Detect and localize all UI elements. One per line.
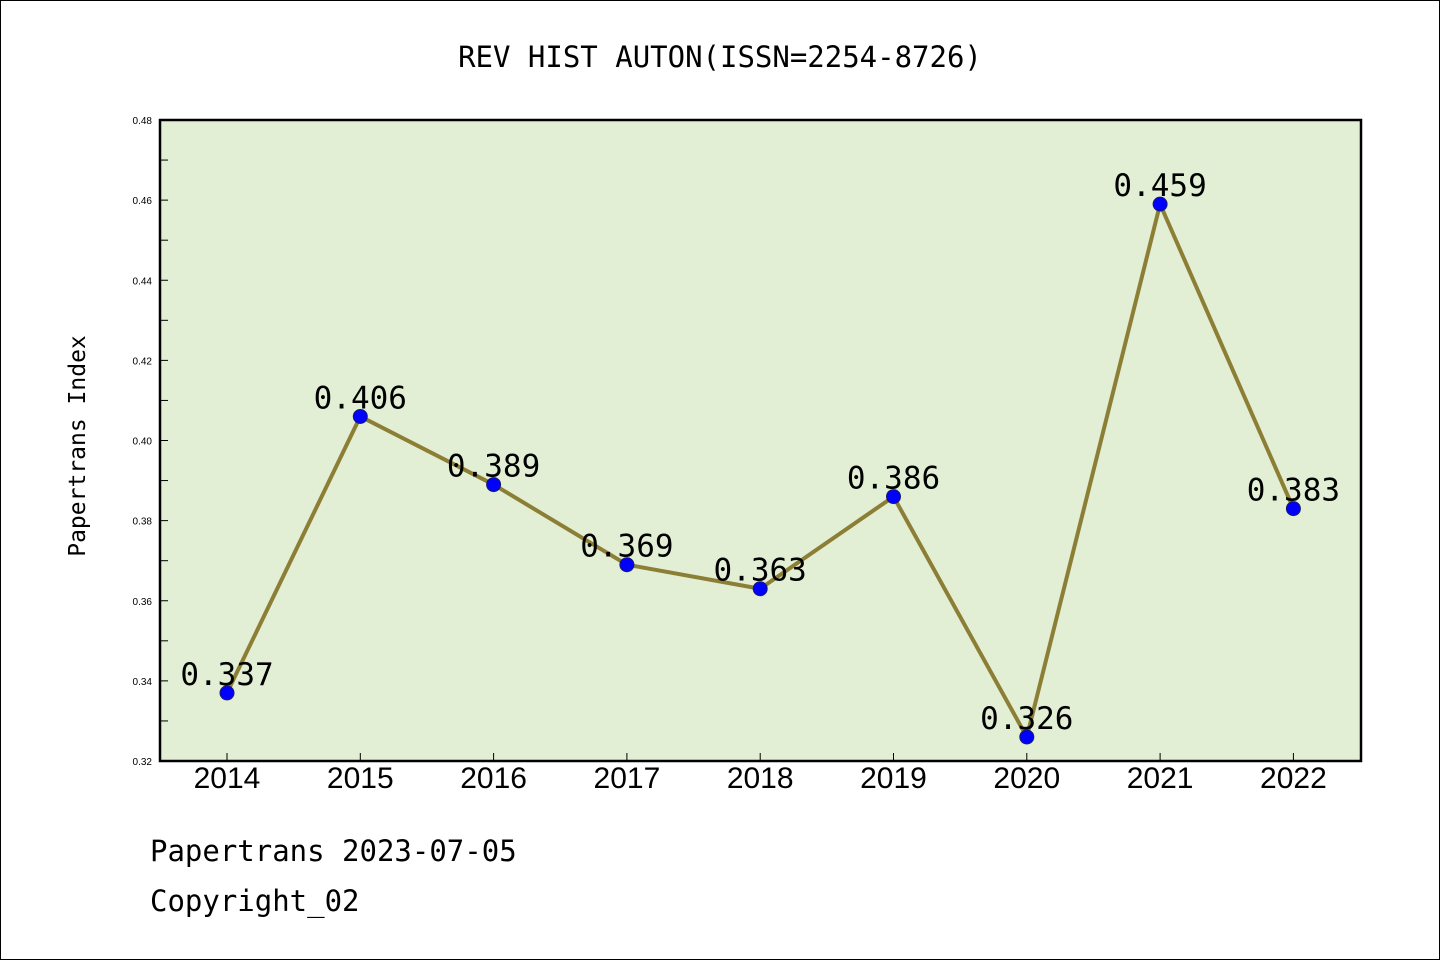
data-point xyxy=(1285,501,1301,517)
data-label: 0.406 xyxy=(314,380,407,416)
data-label: 0.459 xyxy=(1113,168,1206,204)
footer-copyright: Copyright_02 xyxy=(150,884,360,918)
y-axis-ticks: 0.32 0.34 0.36 0.38 0.40 0.42 0.44 0.46 0.48 xyxy=(133,116,168,768)
data-point xyxy=(752,581,768,597)
data-labels: 0.337 0.406 0.389 0.369 0.363 0.386 0.326 0.459… xyxy=(180,168,1340,737)
data-point xyxy=(486,477,502,493)
plot-area xyxy=(158,118,1363,763)
x-tick-label: 2021 xyxy=(1127,762,1194,795)
y-tick-label: 0.46 xyxy=(133,196,153,207)
data-point xyxy=(619,557,635,573)
x-tick-label: 2018 xyxy=(727,762,794,795)
x-tick-label: 2022 xyxy=(1260,762,1327,795)
footer-date: Papertrans 2023-07-05 xyxy=(150,834,517,868)
y-tick-label: 0.42 xyxy=(133,356,153,367)
chart-title: REV HIST AUTON(ISSN=2254-8726) xyxy=(458,40,982,74)
y-tick-label: 0.48 xyxy=(133,116,153,127)
data-point xyxy=(1019,729,1035,745)
y-tick-label: 0.34 xyxy=(133,677,153,688)
y-tick-label: 0.44 xyxy=(133,276,153,287)
x-tick-label: 2014 xyxy=(194,762,261,795)
y-tick-label: 0.40 xyxy=(133,437,153,448)
x-tick-label: 2019 xyxy=(860,762,927,795)
data-label: 0.337 xyxy=(180,657,273,693)
data-point xyxy=(219,685,235,701)
y-axis-label: Papertrans Index xyxy=(65,335,91,557)
data-point xyxy=(886,489,901,505)
data-label: 0.386 xyxy=(847,461,940,497)
x-axis-ticks: 2014 2015 2016 2017 2018 2019 2020 2021 2022 xyxy=(194,753,1327,795)
x-tick-label: 2016 xyxy=(460,762,527,795)
y-tick-label: 0.32 xyxy=(133,757,153,768)
y-tick-label: 0.36 xyxy=(133,597,153,608)
data-markers xyxy=(219,196,1301,745)
data-label: 0.326 xyxy=(980,701,1073,737)
data-point xyxy=(352,408,368,424)
x-tick-label: 2017 xyxy=(594,762,661,795)
data-label: 0.389 xyxy=(447,449,540,485)
data-label: 0.369 xyxy=(580,529,673,565)
y-tick-label: 0.38 xyxy=(133,517,153,528)
data-label: 0.363 xyxy=(714,553,807,589)
x-tick-label: 2015 xyxy=(327,762,394,795)
data-label: 0.383 xyxy=(1247,473,1340,509)
x-tick-label: 2020 xyxy=(993,762,1060,795)
data-point xyxy=(1152,196,1168,212)
